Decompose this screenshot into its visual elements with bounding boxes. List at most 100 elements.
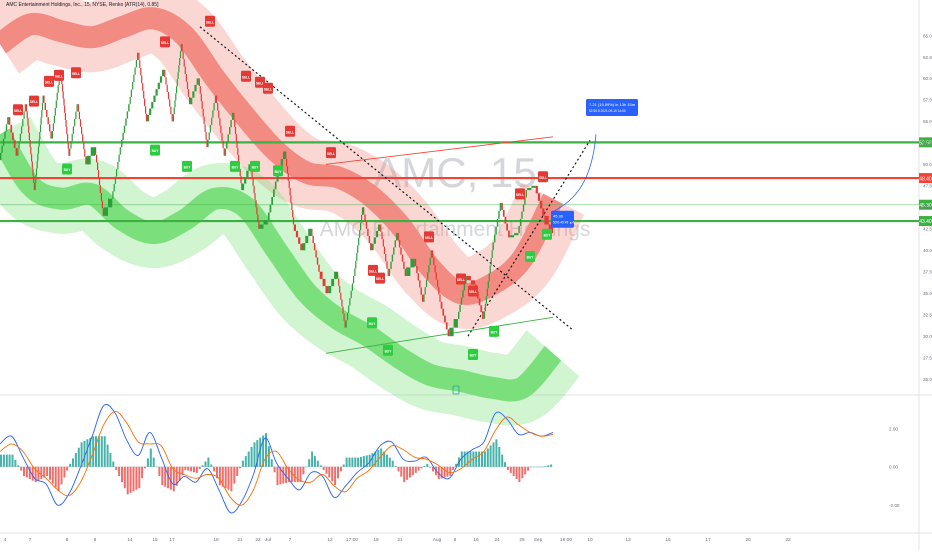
signal-buy-tag (230, 160, 240, 172)
osc-histogram-bar (126, 466, 129, 495)
renko-brick (427, 272, 429, 280)
signal-sell-label: SELL (286, 130, 294, 134)
renko-brick (76, 104, 78, 112)
renko-brick (240, 176, 242, 184)
level-price-label-2: 45.30 (919, 203, 932, 209)
osc-histogram-bar (167, 466, 170, 489)
osc-histogram-bar (77, 447, 80, 467)
renko-brick (483, 311, 486, 319)
renko-brick (155, 89, 158, 96)
renko-brick (35, 168, 38, 176)
renko-brick (429, 257, 431, 265)
osc-histogram-bar (115, 466, 118, 470)
renko-brick (292, 217, 295, 225)
renko-brick (251, 171, 253, 179)
osc-histogram-bar (43, 466, 46, 478)
osc-histogram-bar (518, 466, 521, 483)
projection-curve (552, 134, 597, 212)
renko-brick (49, 124, 51, 132)
renko-brick (194, 84, 197, 92)
renko-brick (38, 139, 40, 147)
renko-brick (212, 110, 214, 118)
osc-histogram-bar (169, 466, 172, 490)
renko-brick (203, 116, 205, 125)
osc-histogram-bar (230, 466, 233, 492)
renko-brick (33, 183, 35, 191)
renko-brick (328, 286, 332, 294)
renko-brick (291, 202, 293, 210)
time-tick-label: 12 (327, 537, 333, 543)
osc-histogram-bar (155, 466, 158, 468)
osc-histogram-bar (239, 466, 242, 469)
signal-sell-label: SELL (206, 20, 214, 24)
renko-brick (502, 209, 505, 217)
renko-brick (33, 175, 35, 183)
renko-brick (19, 133, 21, 142)
renko-brick (96, 154, 98, 163)
renko-brick (61, 84, 64, 92)
renko-brick (113, 184, 115, 192)
renko-brick (263, 220, 268, 225)
osc-histogram-bar (437, 466, 440, 479)
renko-brick (504, 216, 507, 224)
time-tick-label: 25 (519, 537, 525, 543)
osc-histogram-bar (80, 442, 83, 467)
renko-brick (183, 59, 185, 67)
renko-brick (252, 178, 254, 186)
time-tick-label: 14 (127, 537, 133, 543)
chart-title: AMC Entertainment Holdings, Inc., 15, NY… (6, 2, 159, 8)
osc-histogram-bar (469, 451, 472, 467)
renko-brick (233, 112, 235, 120)
osc-histogram-bar (483, 451, 486, 467)
osc-histogram-bar (506, 466, 509, 470)
osc-histogram-bar (547, 465, 550, 467)
renko-brick (486, 288, 488, 296)
renko-brick (404, 268, 407, 277)
renko-brick (142, 83, 144, 91)
osc-histogram-bar (383, 451, 386, 467)
renko-brick (226, 141, 228, 149)
signal-sell-tag (538, 171, 548, 183)
renko-brick (256, 207, 258, 215)
renko-brick (24, 104, 26, 112)
renko-brick (422, 294, 424, 302)
signal-buy-tag (62, 163, 72, 175)
osc-histogram-bar (532, 466, 535, 468)
renko-brick (43, 95, 45, 103)
signal-buy-label: BUY (527, 256, 535, 260)
renko-brick (480, 305, 483, 313)
renko-brick (219, 118, 221, 126)
renko-brick (358, 237, 360, 246)
renko-brick (340, 292, 342, 300)
renko-brick (146, 114, 150, 122)
level-price-label-1: 48.40 (919, 176, 932, 182)
renko-brick (79, 119, 82, 127)
renko-brick (463, 283, 466, 291)
price-tick-label: 40.00 (923, 248, 932, 253)
renko-brick (508, 230, 510, 238)
time-tick-label: 17 (169, 537, 175, 543)
renko-brick (28, 132, 30, 140)
renko-brick (208, 132, 210, 140)
renko-brick (28, 125, 30, 133)
renko-brick (506, 223, 508, 231)
time-tick-label: 20 (745, 537, 751, 543)
renko-brick (449, 327, 454, 337)
time-tick-label: 4 (4, 537, 7, 543)
renko-brick (246, 170, 249, 178)
osc-tick-label: -2.00 (889, 503, 900, 508)
osc-histogram-bar (175, 466, 178, 486)
osc-histogram-bar (535, 466, 538, 468)
renko-brick (458, 311, 460, 319)
renko-brick (430, 250, 432, 258)
osc-histogram-bar (95, 436, 97, 467)
renko-brick (149, 108, 152, 115)
signal-sell-tag (375, 272, 385, 284)
renko-brick (75, 111, 77, 119)
time-tick-label: 16:00 (560, 537, 572, 543)
osc-histogram-bar (57, 466, 60, 492)
osc-histogram-bar (86, 439, 89, 467)
renko-brick (108, 198, 113, 208)
